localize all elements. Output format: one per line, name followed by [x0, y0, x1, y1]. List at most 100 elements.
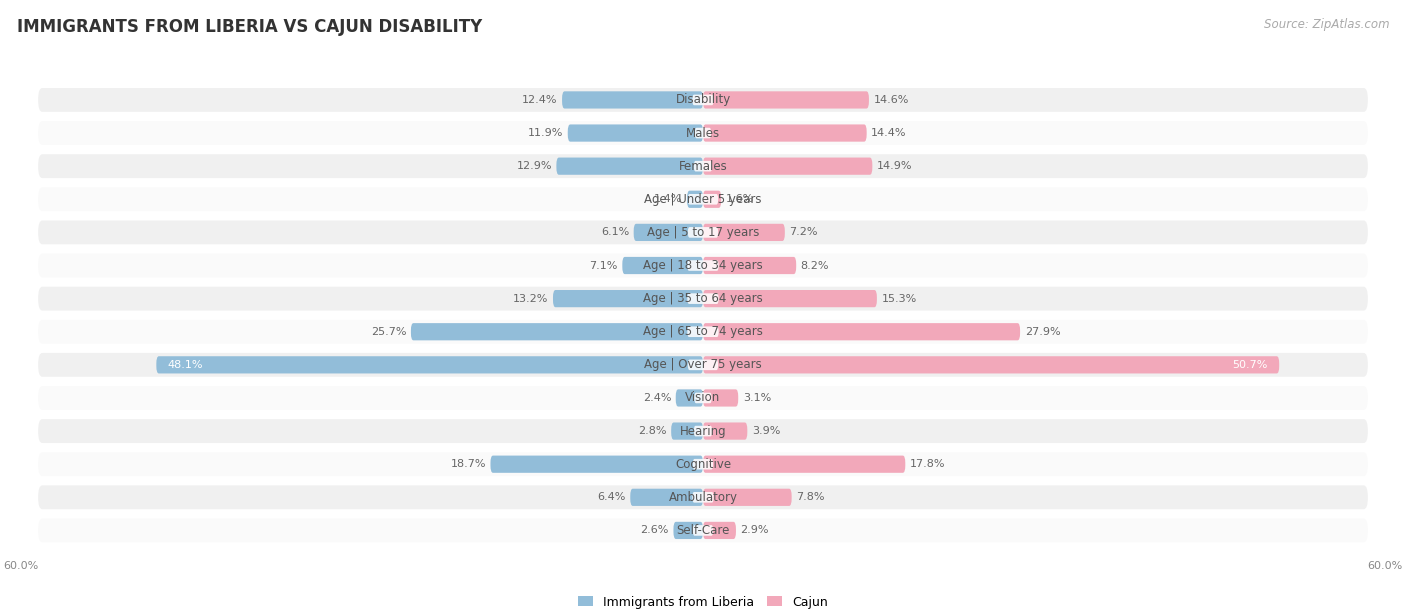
Text: Ambulatory: Ambulatory [668, 491, 738, 504]
FancyBboxPatch shape [703, 389, 738, 406]
FancyBboxPatch shape [688, 227, 718, 237]
FancyBboxPatch shape [703, 455, 905, 473]
Text: 1.6%: 1.6% [725, 194, 754, 204]
FancyBboxPatch shape [38, 452, 1368, 476]
Text: Vision: Vision [685, 392, 721, 405]
Text: 2.9%: 2.9% [741, 526, 769, 536]
Text: 17.8%: 17.8% [910, 459, 945, 469]
Text: Females: Females [679, 160, 727, 173]
Text: 14.6%: 14.6% [873, 95, 908, 105]
FancyBboxPatch shape [688, 326, 718, 337]
FancyBboxPatch shape [491, 455, 703, 473]
FancyBboxPatch shape [703, 124, 866, 141]
FancyBboxPatch shape [156, 356, 703, 373]
FancyBboxPatch shape [38, 154, 1368, 178]
FancyBboxPatch shape [688, 360, 718, 370]
Text: 50.7%: 50.7% [1233, 360, 1268, 370]
FancyBboxPatch shape [695, 393, 711, 403]
FancyBboxPatch shape [38, 253, 1368, 277]
Text: 6.1%: 6.1% [600, 228, 628, 237]
FancyBboxPatch shape [630, 489, 703, 506]
FancyBboxPatch shape [703, 257, 796, 274]
FancyBboxPatch shape [703, 91, 869, 108]
FancyBboxPatch shape [38, 220, 1368, 244]
Text: 7.2%: 7.2% [789, 228, 818, 237]
FancyBboxPatch shape [38, 88, 1368, 112]
FancyBboxPatch shape [38, 419, 1368, 443]
FancyBboxPatch shape [693, 426, 713, 436]
Text: Disability: Disability [675, 94, 731, 106]
FancyBboxPatch shape [695, 128, 711, 138]
Text: Age | Over 75 years: Age | Over 75 years [644, 359, 762, 371]
Text: Age | 5 to 17 years: Age | 5 to 17 years [647, 226, 759, 239]
Text: 12.4%: 12.4% [522, 95, 558, 105]
Text: 3.1%: 3.1% [742, 393, 770, 403]
FancyBboxPatch shape [703, 489, 792, 506]
FancyBboxPatch shape [38, 485, 1368, 509]
Text: Age | 35 to 64 years: Age | 35 to 64 years [643, 292, 763, 305]
FancyBboxPatch shape [692, 95, 714, 105]
FancyBboxPatch shape [562, 91, 703, 108]
FancyBboxPatch shape [703, 522, 735, 539]
FancyBboxPatch shape [553, 290, 703, 307]
FancyBboxPatch shape [703, 356, 1279, 373]
FancyBboxPatch shape [703, 191, 721, 208]
FancyBboxPatch shape [411, 323, 703, 340]
FancyBboxPatch shape [703, 422, 748, 439]
Text: Males: Males [686, 127, 720, 140]
Text: 1.4%: 1.4% [654, 194, 682, 204]
Text: 12.9%: 12.9% [516, 161, 551, 171]
FancyBboxPatch shape [703, 224, 785, 241]
Text: Self-Care: Self-Care [676, 524, 730, 537]
FancyBboxPatch shape [688, 260, 718, 271]
FancyBboxPatch shape [688, 194, 718, 204]
Legend: Immigrants from Liberia, Cajun: Immigrants from Liberia, Cajun [574, 591, 832, 612]
FancyBboxPatch shape [557, 157, 703, 175]
Text: 3.9%: 3.9% [752, 426, 780, 436]
FancyBboxPatch shape [703, 157, 872, 175]
FancyBboxPatch shape [38, 386, 1368, 410]
FancyBboxPatch shape [693, 459, 713, 469]
Text: 7.1%: 7.1% [589, 261, 617, 271]
FancyBboxPatch shape [693, 161, 713, 171]
Text: 2.4%: 2.4% [643, 393, 671, 403]
Text: Source: ZipAtlas.com: Source: ZipAtlas.com [1264, 18, 1389, 31]
Text: 25.7%: 25.7% [371, 327, 406, 337]
FancyBboxPatch shape [38, 286, 1368, 310]
FancyBboxPatch shape [634, 224, 703, 241]
Text: 48.1%: 48.1% [167, 360, 204, 370]
FancyBboxPatch shape [623, 257, 703, 274]
Text: 7.8%: 7.8% [796, 492, 825, 502]
Text: 14.9%: 14.9% [877, 161, 912, 171]
FancyBboxPatch shape [688, 293, 718, 304]
Text: 2.6%: 2.6% [641, 526, 669, 536]
Text: 11.9%: 11.9% [527, 128, 564, 138]
Text: 14.4%: 14.4% [872, 128, 907, 138]
FancyBboxPatch shape [38, 320, 1368, 344]
FancyBboxPatch shape [692, 492, 714, 502]
Text: Age | 65 to 74 years: Age | 65 to 74 years [643, 325, 763, 338]
FancyBboxPatch shape [703, 290, 877, 307]
FancyBboxPatch shape [38, 353, 1368, 377]
FancyBboxPatch shape [703, 323, 1021, 340]
Text: 6.4%: 6.4% [598, 492, 626, 502]
Text: 27.9%: 27.9% [1025, 327, 1060, 337]
Text: IMMIGRANTS FROM LIBERIA VS CAJUN DISABILITY: IMMIGRANTS FROM LIBERIA VS CAJUN DISABIL… [17, 18, 482, 36]
FancyBboxPatch shape [568, 124, 703, 141]
Text: Age | Under 5 years: Age | Under 5 years [644, 193, 762, 206]
FancyBboxPatch shape [673, 522, 703, 539]
Text: 2.8%: 2.8% [638, 426, 666, 436]
FancyBboxPatch shape [38, 187, 1368, 211]
FancyBboxPatch shape [671, 422, 703, 439]
FancyBboxPatch shape [38, 121, 1368, 145]
Text: Hearing: Hearing [679, 425, 727, 438]
Text: 18.7%: 18.7% [450, 459, 486, 469]
FancyBboxPatch shape [693, 525, 713, 536]
FancyBboxPatch shape [676, 389, 703, 406]
FancyBboxPatch shape [38, 518, 1368, 542]
Text: 8.2%: 8.2% [801, 261, 830, 271]
Text: Age | 18 to 34 years: Age | 18 to 34 years [643, 259, 763, 272]
Text: 13.2%: 13.2% [513, 294, 548, 304]
Text: 15.3%: 15.3% [882, 294, 917, 304]
Text: Cognitive: Cognitive [675, 458, 731, 471]
